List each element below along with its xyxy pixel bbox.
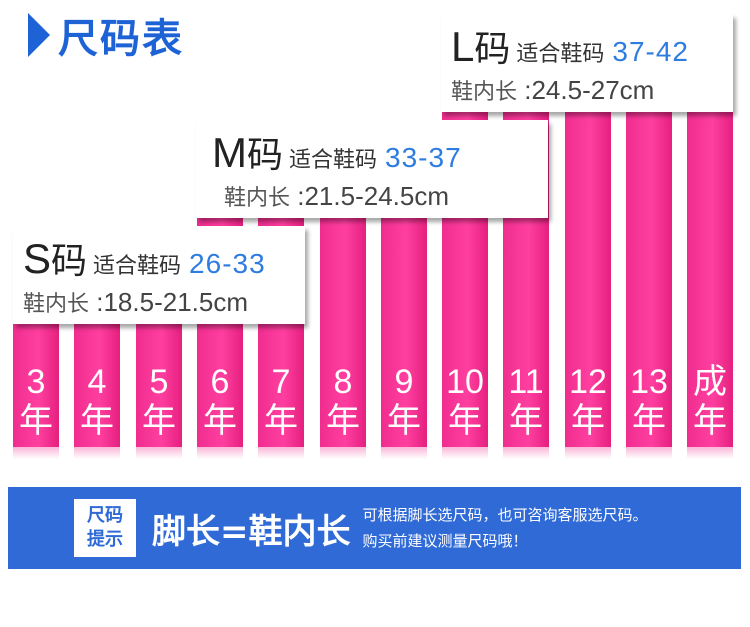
tip-sub-text: 可根据脚长选尺码，也可咨询客服选尺码。 购买前建议测量尺码哦！ (363, 502, 648, 554)
size-letter: M (212, 129, 247, 176)
bar-age-unit: 年 (326, 401, 360, 441)
bar-age-number: 5 (149, 363, 169, 401)
tip-badge-line2: 提示 (87, 529, 123, 550)
size-letter: S (23, 235, 52, 282)
size-tip-banner: 尺码 提示 脚长=鞋内长 可根据脚长选尺码，也可咨询客服选尺码。 购买前建议测量… (8, 487, 741, 569)
tip-badge-line1: 尺码 (87, 505, 123, 526)
fit-range: 26-33 (189, 248, 266, 279)
bar-age-unit: 年 (571, 401, 605, 441)
tip-sub-line1: 可根据脚长选尺码，也可咨询客服选尺码。 (362, 506, 648, 524)
fit-range: 37-42 (612, 36, 690, 67)
bar-age-number: 9 (394, 363, 414, 401)
bar-age-number: 10 (446, 363, 484, 401)
bar-age-number: 4 (87, 363, 107, 401)
bar-age-number: 12 (569, 363, 607, 401)
size-ma: 码 (474, 29, 511, 70)
fit-label: 适合鞋码 (289, 148, 378, 173)
size-bar: 成年 (687, 104, 733, 459)
bar-age-unit: 年 (142, 401, 176, 441)
size-card-m: M 码 适合鞋码 33-37 鞋内长 :21.5-24.5cm (196, 120, 548, 218)
page-title: 尺码表 (28, 10, 184, 62)
title-text: 尺码表 (58, 16, 184, 62)
size-bar: 13 年 (626, 104, 672, 459)
bar-age-number: 13 (630, 363, 668, 401)
inner-length-value: :21.5-24.5cm (297, 181, 449, 211)
tip-badge: 尺码 提示 (74, 499, 136, 557)
tip-main-text: 脚长=鞋内长 (152, 511, 351, 552)
bar-age-number: 成 (693, 363, 727, 401)
bar-age-unit: 年 (387, 401, 421, 441)
inner-length-value: :18.5-21.5cm (96, 287, 248, 317)
fit-label: 适合鞋码 (516, 42, 605, 67)
inner-length-label: 鞋内长 (23, 291, 90, 316)
bar-age-unit: 年 (448, 401, 482, 441)
bar-age-unit: 年 (693, 401, 727, 441)
bar-age-unit: 年 (19, 401, 53, 441)
bar-age-unit: 年 (80, 401, 114, 441)
bar-age-number: 7 (271, 363, 291, 401)
fit-label: 适合鞋码 (93, 254, 182, 279)
size-card-l: L 码 适合鞋码 37-42 鞋内长 :24.5-27cm (441, 14, 733, 112)
bar-age-number: 6 (210, 363, 230, 401)
inner-length-label: 鞋内长 (224, 185, 291, 210)
bar-age-unit: 年 (509, 401, 543, 441)
inner-length-label: 鞋内长 (451, 79, 518, 104)
size-letter: L (451, 23, 475, 70)
size-ma: 码 (51, 241, 88, 282)
bar-age-unit: 年 (203, 401, 237, 441)
bar-age-number: 3 (26, 363, 46, 401)
bar-age-number: 8 (333, 363, 353, 401)
size-ma: 码 (247, 135, 284, 176)
bar-age-number: 11 (508, 363, 544, 401)
size-bar: 12 年 (565, 104, 611, 459)
fit-range: 33-37 (385, 142, 462, 173)
inner-length-value: :24.5-27cm (524, 75, 655, 105)
size-card-s: S 码 适合鞋码 26-33 鞋内长 :18.5-21.5cm (13, 226, 305, 324)
bar-age-unit: 年 (264, 401, 298, 441)
play-arrow-icon (28, 13, 50, 57)
bar-age-unit: 年 (632, 401, 666, 441)
tip-sub-line2: 购买前建议测量尺码哦！ (362, 532, 528, 550)
